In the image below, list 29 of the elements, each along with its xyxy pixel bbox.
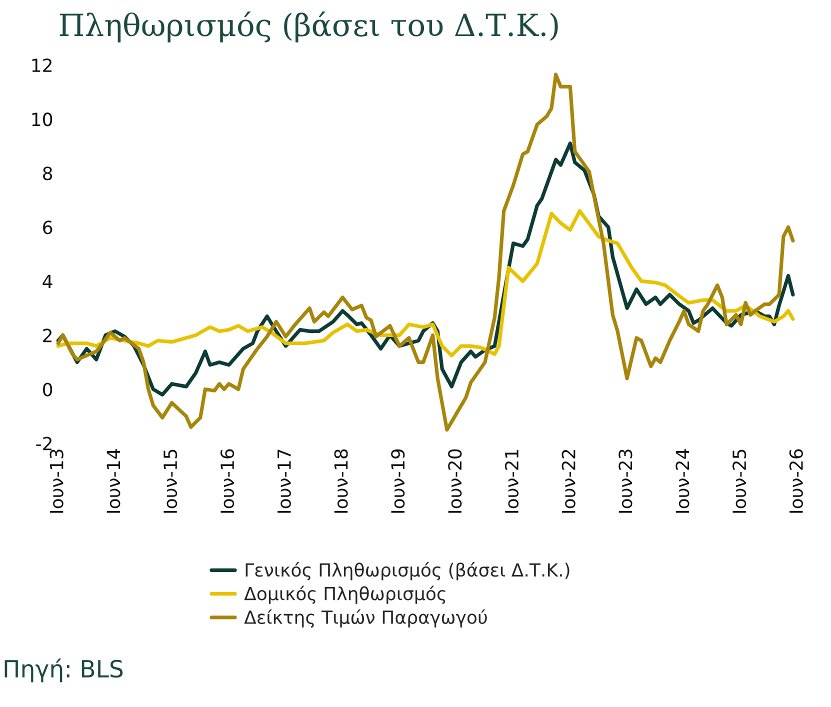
x-tick-label: Ιουν-21: [504, 450, 519, 513]
y-tick-label: 0: [43, 382, 52, 396]
x-tick-label: Ιουν-26: [789, 449, 803, 513]
x-tick-label: Ιουν-18: [334, 449, 348, 513]
legend-label: Δείκτης Τιμών Παραγωγού: [244, 609, 487, 628]
legend-label: Δομικός Πληθωρισμός: [244, 586, 446, 604]
y-tick-label: 4: [42, 274, 52, 288]
y-tick-label: 8: [43, 166, 52, 180]
line-series: [56, 209, 795, 358]
y-tick-label: 2: [43, 328, 52, 342]
x-tick-label: Ιουν-24: [676, 449, 690, 513]
x-tick-label: Ιουν-23: [618, 450, 632, 513]
y-tick-label: -2: [36, 436, 52, 450]
x-tick-label: Ιουν-19: [391, 449, 405, 513]
x-tick-label: Ιουν-20: [448, 449, 462, 513]
x-tick-label: Ιουν-16: [220, 449, 234, 513]
line-series: [56, 72, 795, 432]
legend-label: Γενικός Πληθωρισμός (βάσει Δ.Τ.Κ.): [246, 562, 570, 580]
x-tick-label: Ιουν-25: [732, 450, 746, 513]
x-tick-label: Ιουν-22: [562, 450, 576, 513]
text: Πηγή: BLS: [4, 658, 123, 682]
x-tick-label: Ιουν-15: [164, 450, 178, 513]
y-tick-label: 10: [32, 112, 52, 126]
x-tick-label: Ιουν-14: [106, 449, 120, 513]
x-tick-label: Ιουν-17: [278, 450, 291, 513]
x-tick-label: Ιουν-13: [50, 450, 64, 513]
y-tick-label: 12: [32, 58, 52, 72]
y-tick-label: 6: [43, 220, 52, 234]
chart-title: Πληθωρισμός (βάσει του Δ.Τ.Κ.): [60, 12, 558, 42]
